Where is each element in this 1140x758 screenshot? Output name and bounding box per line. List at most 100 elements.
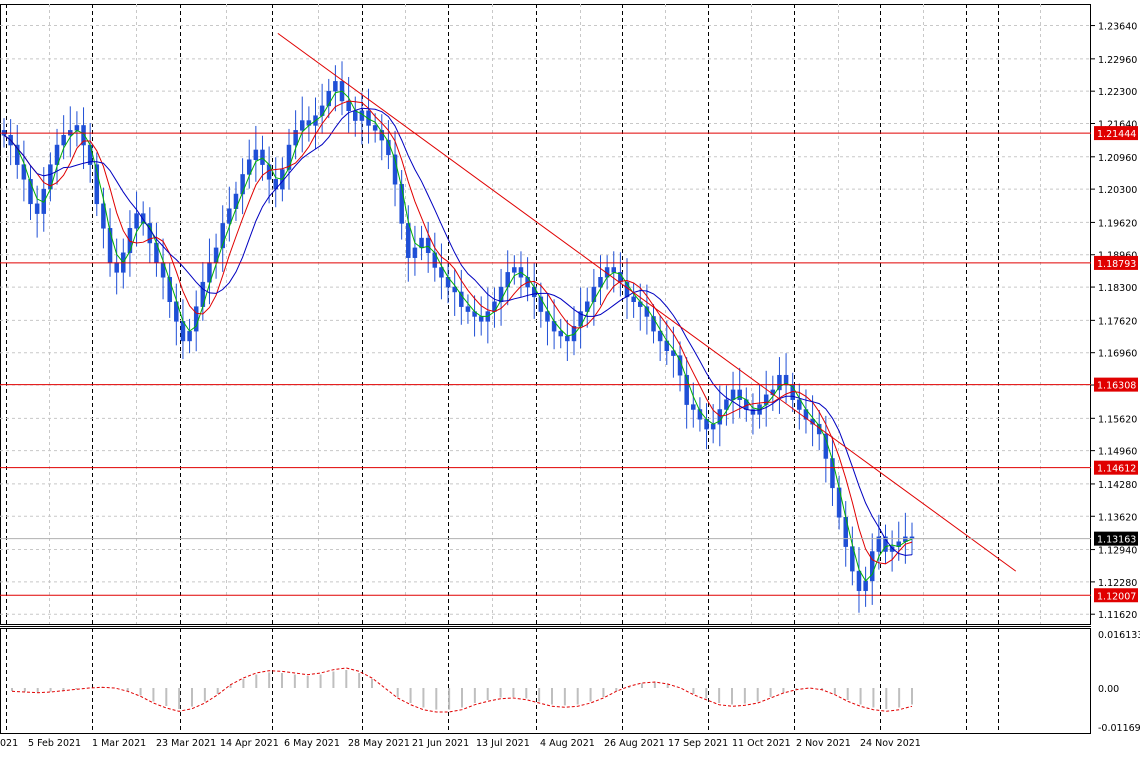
candle-body xyxy=(717,409,723,425)
candle-body xyxy=(584,301,590,312)
candle-body xyxy=(889,546,895,552)
x-tick-label: 21 Jun 2021 xyxy=(412,738,469,749)
candle-body xyxy=(876,536,882,552)
candle-body xyxy=(631,296,636,303)
x-tick-label: 13 Jul 2021 xyxy=(476,738,530,749)
candle-body xyxy=(830,458,835,489)
level-badge xyxy=(1094,588,1138,603)
candle-body xyxy=(220,223,225,249)
candle-body xyxy=(21,164,27,180)
candle-body xyxy=(94,164,100,205)
y-tick-label: 1.12280 xyxy=(1098,578,1137,589)
y-tick-label: 1.21640 xyxy=(1098,119,1137,130)
candle-body xyxy=(459,291,464,307)
signal-line xyxy=(11,667,913,713)
candle-body xyxy=(34,203,40,214)
moving-average-line xyxy=(3,90,913,582)
y-tick-label: 1.13620 xyxy=(1098,512,1137,523)
current-price-label: 1.13163 xyxy=(1097,535,1136,546)
candle-body xyxy=(651,316,656,332)
candle-body xyxy=(333,81,338,92)
x-tick-label-partial: 021 xyxy=(0,738,18,749)
y-tick-label: 1.15620 xyxy=(1098,414,1137,425)
candle-body xyxy=(863,580,868,591)
candle-body xyxy=(399,183,404,224)
y-tick-label: 1.23640 xyxy=(1098,22,1137,33)
candle-body xyxy=(366,110,371,126)
candle-body xyxy=(299,120,305,131)
candle-body xyxy=(883,536,888,552)
candle-body xyxy=(730,389,736,400)
level-badge-label: 1.14612 xyxy=(1097,464,1136,475)
candle-body xyxy=(545,311,550,322)
level-badge xyxy=(1094,460,1138,475)
x-tick-label: 28 May 2021 xyxy=(348,738,410,749)
candle-body xyxy=(346,100,351,112)
y-tick-label: 1.18300 xyxy=(1098,283,1137,294)
osc-tick-label: 0.016133 xyxy=(1098,630,1140,641)
x-tick-label: 11 Oct 2021 xyxy=(732,738,791,749)
y-tick-label: 1.14280 xyxy=(1098,480,1137,491)
osc-tick-label: -0.011696 xyxy=(1098,723,1140,734)
y-tick-label: 1.20300 xyxy=(1098,185,1137,196)
y-tick-label: 1.17620 xyxy=(1098,316,1137,327)
candle-body xyxy=(538,296,544,312)
x-tick-label: 17 Sep 2021 xyxy=(668,738,728,749)
candle-body xyxy=(227,208,232,224)
level-badge-label: 1.18793 xyxy=(1097,259,1136,270)
candle-body xyxy=(260,149,265,165)
moving-average-line xyxy=(3,107,913,556)
level-badge xyxy=(1094,377,1138,392)
candle-body xyxy=(856,570,862,591)
candle-body xyxy=(54,144,60,165)
candle-body xyxy=(114,262,119,273)
candle-body xyxy=(246,159,252,175)
candle-body xyxy=(353,110,358,121)
level-badge xyxy=(1094,255,1138,270)
candle-body xyxy=(512,267,517,273)
candle-body xyxy=(412,247,418,258)
candle-body xyxy=(326,90,332,107)
candle-body xyxy=(167,277,172,303)
x-tick-label: 2 Nov 2021 xyxy=(796,738,851,749)
candle-body xyxy=(253,149,259,160)
y-tick-label: 1.12940 xyxy=(1098,546,1137,557)
candle-body xyxy=(710,423,716,430)
candle-body xyxy=(565,335,570,342)
candle-body xyxy=(240,174,245,195)
current-price-badge xyxy=(1094,531,1138,546)
x-tick-label: 6 May 2021 xyxy=(284,738,340,749)
x-tick-label: 1 Mar 2021 xyxy=(92,738,146,749)
x-tick-label: 14 Apr 2021 xyxy=(220,738,279,749)
candle-body xyxy=(869,551,875,582)
candle-body xyxy=(571,325,577,342)
candle-body xyxy=(101,203,106,229)
candle-body xyxy=(15,144,20,165)
candle-body xyxy=(81,125,86,146)
y-tick-label: 1.20960 xyxy=(1098,153,1137,164)
level-badge-label: 1.16308 xyxy=(1097,381,1136,392)
candle-body xyxy=(439,267,444,278)
x-tick-label: 26 Aug 2021 xyxy=(604,738,665,749)
candle-body xyxy=(452,286,457,293)
x-tick-label: 24 Nov 2021 xyxy=(860,738,921,749)
candle-body xyxy=(591,286,597,303)
candle-body xyxy=(286,144,292,170)
x-tick-label: 5 Feb 2021 xyxy=(28,738,81,749)
candle-body xyxy=(611,267,617,273)
oscillator-frame xyxy=(0,628,1091,734)
candle-body xyxy=(478,316,484,322)
x-tick-label: 4 Aug 2021 xyxy=(540,738,595,749)
osc-tick-label: 0.00 xyxy=(1098,684,1119,695)
candle-body xyxy=(140,213,146,224)
x-tick-label: 23 Mar 2021 xyxy=(156,738,216,749)
candle-body xyxy=(797,399,802,410)
candle-body xyxy=(372,125,378,131)
y-tick-label: 1.11620 xyxy=(1098,610,1137,621)
candle-body xyxy=(293,130,298,146)
candle-body xyxy=(823,433,829,459)
level-badge-label: 1.21444 xyxy=(1097,129,1136,140)
candle-body xyxy=(531,286,537,298)
candle-body xyxy=(61,134,66,146)
